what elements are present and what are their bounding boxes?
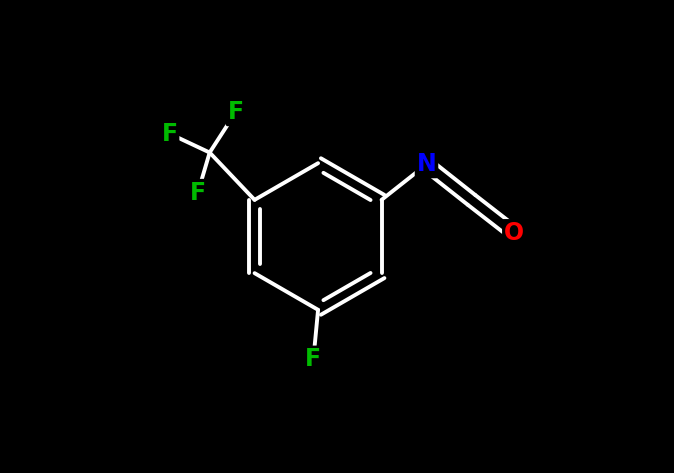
Text: F: F — [190, 181, 206, 205]
Text: N: N — [417, 152, 436, 176]
Text: O: O — [504, 221, 524, 245]
Text: F: F — [228, 100, 244, 124]
Text: F: F — [305, 348, 321, 371]
Text: F: F — [161, 122, 177, 146]
